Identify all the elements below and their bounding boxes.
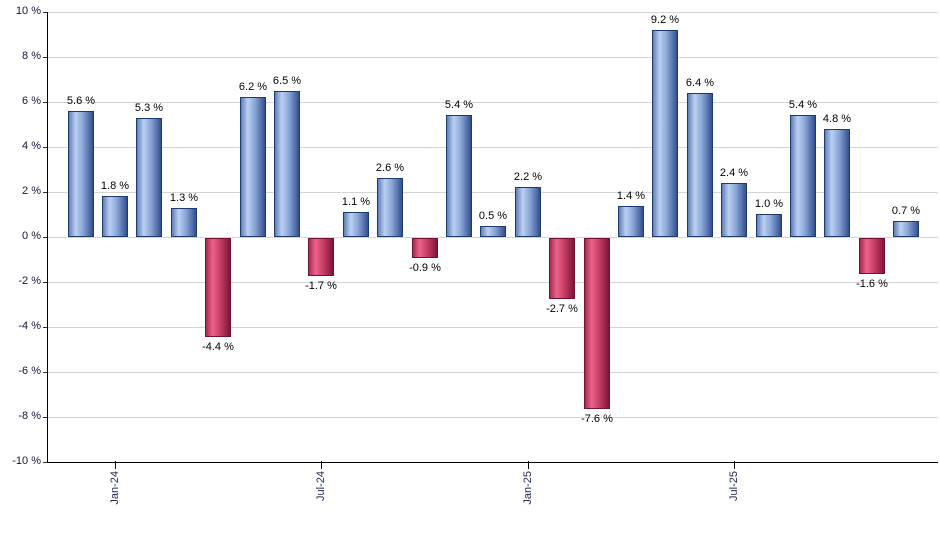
gridline: [48, 282, 938, 283]
negative-bar: [308, 238, 334, 276]
gridline: [48, 192, 938, 193]
bar-value-label: 1.0 %: [754, 198, 784, 210]
bar-value-label: 6.5 %: [272, 75, 302, 87]
bar-value-label: -0.9 %: [409, 262, 441, 274]
y-axis-tick: [43, 192, 48, 193]
bar-value-label: 5.4 %: [788, 99, 818, 111]
x-axis-tick: [528, 461, 529, 469]
y-axis-tick-label: 0 %: [22, 230, 41, 242]
bar-value-label: 1.4 %: [616, 190, 646, 202]
y-axis-tick-label: 6 %: [22, 95, 41, 107]
gridline: [48, 327, 938, 328]
x-axis-tick: [734, 461, 735, 469]
bar-value-label: 6.2 %: [238, 81, 268, 93]
bar-value-label: 1.1 %: [341, 196, 371, 208]
y-axis-tick-label: -10 %: [12, 455, 41, 467]
positive-bar: [721, 183, 747, 237]
bar-value-label: 2.6 %: [375, 162, 405, 174]
y-axis-tick: [43, 327, 48, 328]
negative-bar: [859, 238, 885, 274]
y-axis-tick-label: 2 %: [22, 185, 41, 197]
x-axis-tick: [321, 461, 322, 469]
bar-value-label: 1.3 %: [169, 192, 199, 204]
bar-value-label: 6.4 %: [685, 77, 715, 89]
positive-bar: [171, 208, 197, 237]
positive-bar: [515, 187, 541, 237]
positive-bar: [790, 115, 816, 237]
bar-value-label: -2.7 %: [546, 303, 578, 315]
y-axis-tick-label: 10 %: [15, 5, 41, 17]
bar-value-label: 5.3 %: [134, 102, 164, 114]
x-axis-tick: [115, 461, 116, 469]
y-axis-tick: [43, 57, 48, 58]
y-axis-tick: [43, 147, 48, 148]
x-axis-tick-label: Jan-25: [522, 471, 534, 505]
bar-value-label: 2.2 %: [513, 171, 543, 183]
bar-value-label: -7.6 %: [581, 413, 613, 425]
bar-value-label: 4.8 %: [822, 113, 852, 125]
positive-bar: [343, 212, 369, 237]
positive-bar: [652, 30, 678, 237]
gridline: [48, 147, 938, 148]
x-axis-line: [48, 462, 938, 463]
y-axis-tick-label: -2 %: [18, 275, 41, 287]
bar-value-label: 0.7 %: [891, 205, 921, 217]
positive-bar: [824, 129, 850, 237]
bar-value-label: 5.6 %: [66, 95, 96, 107]
gridline: [48, 57, 938, 58]
positive-bar: [756, 214, 782, 237]
gridline: [48, 237, 938, 238]
gridline: [48, 417, 938, 418]
negative-bar: [205, 238, 231, 337]
positive-bar: [618, 206, 644, 237]
positive-bar: [446, 115, 472, 237]
x-axis-tick-label: Jul-24: [315, 471, 327, 501]
y-axis-tick: [43, 102, 48, 103]
bar-value-label: -1.6 %: [856, 278, 888, 290]
gridline: [48, 102, 938, 103]
y-axis-tick: [43, 462, 48, 463]
positive-bar: [240, 97, 266, 237]
y-axis-tick: [43, 417, 48, 418]
y-axis-tick-label: 4 %: [22, 140, 41, 152]
y-axis-tick-label: -6 %: [18, 365, 41, 377]
positive-bar: [480, 226, 506, 237]
y-axis-tick: [43, 237, 48, 238]
positive-bar: [102, 196, 128, 237]
bar-value-label: -1.7 %: [305, 280, 337, 292]
bar-value-label: -4.4 %: [202, 341, 234, 353]
negative-bar: [412, 238, 438, 258]
positive-bar: [68, 111, 94, 237]
bar-value-label: 1.8 %: [100, 180, 130, 192]
y-axis-tick: [43, 282, 48, 283]
positive-bar: [687, 93, 713, 237]
positive-bar: [893, 221, 919, 237]
y-axis-tick: [43, 372, 48, 373]
y-axis-tick-label: -8 %: [18, 410, 41, 422]
bar-value-label: 0.5 %: [478, 210, 508, 222]
positive-bar: [136, 118, 162, 237]
y-axis-tick: [43, 12, 48, 13]
bar-value-label: 9.2 %: [650, 14, 680, 26]
x-axis-tick-label: Jan-24: [109, 471, 121, 505]
positive-bar: [274, 91, 300, 237]
positive-bar: [377, 178, 403, 237]
negative-bar: [549, 238, 575, 299]
x-axis-tick-label: Jul-25: [728, 471, 740, 501]
bar-value-label: 2.4 %: [719, 167, 749, 179]
bar-value-label: 5.4 %: [444, 99, 474, 111]
negative-bar: [584, 238, 610, 409]
gridline: [48, 372, 938, 373]
y-axis-tick-label: -4 %: [18, 320, 41, 332]
y-axis-tick-label: 8 %: [22, 50, 41, 62]
y-axis-line: [47, 12, 48, 463]
gridline: [48, 12, 938, 13]
